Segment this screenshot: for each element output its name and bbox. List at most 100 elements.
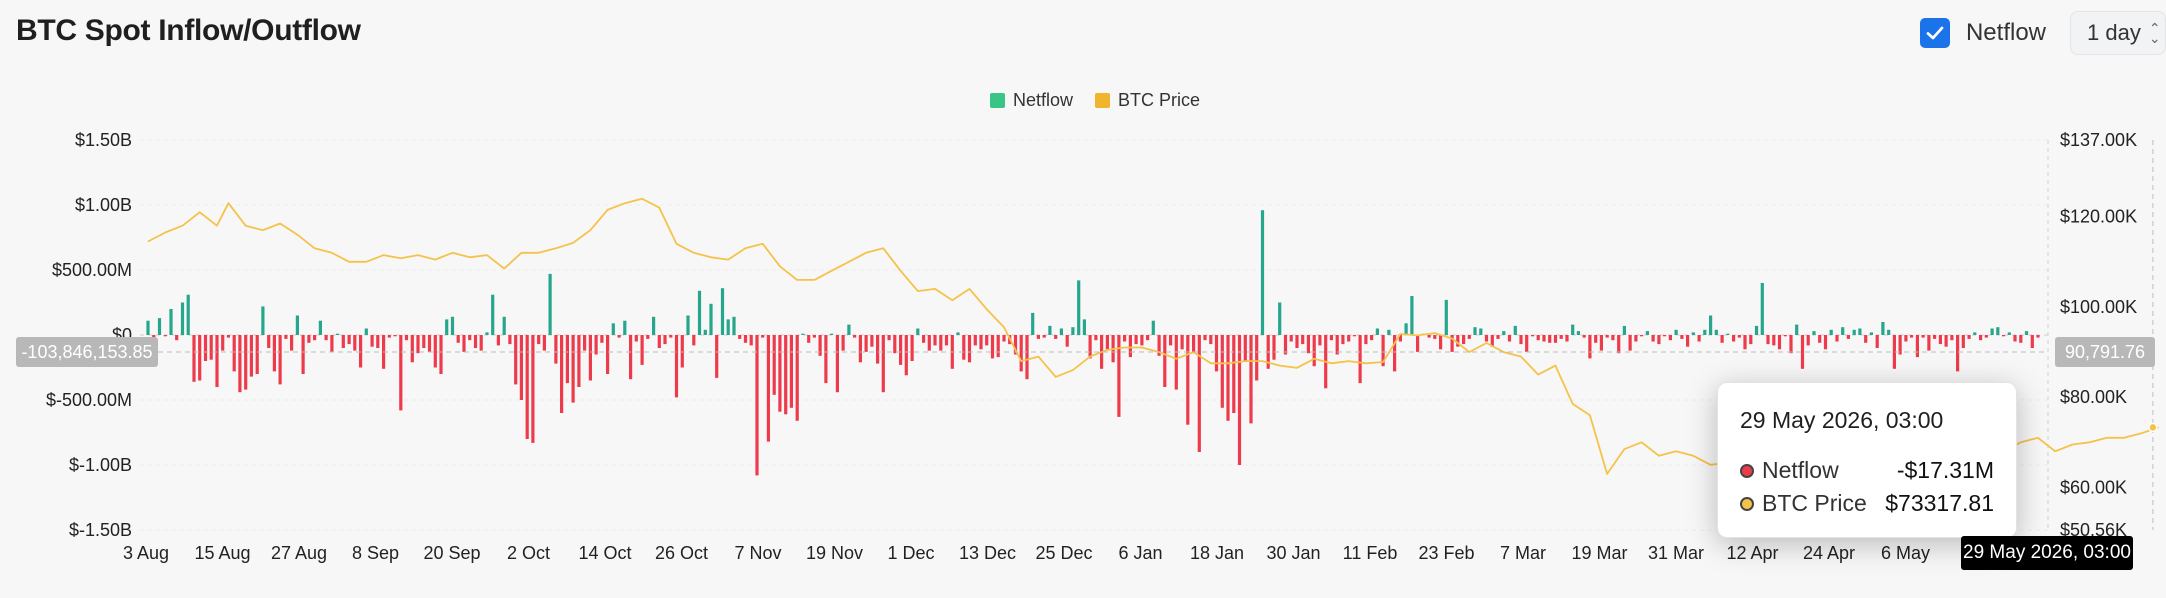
netflow-bar[interactable] <box>1335 335 1339 355</box>
netflow-bar[interactable] <box>347 335 351 345</box>
netflow-bar[interactable] <box>2024 331 2029 335</box>
netflow-bar[interactable] <box>565 335 569 384</box>
netflow-bar[interactable] <box>186 294 190 335</box>
netflow-bar[interactable] <box>726 319 730 335</box>
netflow-bar[interactable] <box>1048 325 1052 335</box>
netflow-bar[interactable] <box>1031 312 1035 335</box>
netflow-bar[interactable] <box>1203 335 1207 341</box>
netflow-bar[interactable] <box>1881 322 1885 335</box>
netflow-bar[interactable] <box>1680 335 1684 339</box>
netflow-bar[interactable] <box>1209 335 1213 345</box>
netflow-bar[interactable] <box>341 335 345 348</box>
netflow-bar[interactable] <box>1841 327 1845 335</box>
netflow-bar[interactable] <box>761 335 765 338</box>
netflow-bar[interactable] <box>318 320 322 335</box>
netflow-bar[interactable] <box>1427 335 1431 338</box>
netflow-bar[interactable] <box>629 335 633 380</box>
netflow-bar[interactable] <box>1214 335 1219 372</box>
netflow-bar[interactable] <box>1979 335 1983 341</box>
netflow-bar[interactable] <box>985 335 989 346</box>
netflow-bar[interactable] <box>1128 335 1132 358</box>
netflow-bar[interactable] <box>1858 328 1862 336</box>
netflow-bar[interactable] <box>1553 335 1558 343</box>
netflow-bar[interactable] <box>1915 335 1919 358</box>
netflow-bar[interactable] <box>692 335 696 346</box>
netflow-bar[interactable] <box>1192 335 1196 354</box>
netflow-bar[interactable] <box>1220 335 1224 408</box>
netflow-bar[interactable] <box>1071 327 1075 335</box>
netflow-bar[interactable] <box>473 335 478 348</box>
netflow-bar[interactable] <box>1381 335 1385 367</box>
netflow-bar[interactable] <box>801 333 805 335</box>
netflow-bar[interactable] <box>1697 335 1701 342</box>
netflow-bar[interactable] <box>1594 335 1598 343</box>
netflow-bar[interactable] <box>1674 329 1678 335</box>
netflow-bar[interactable] <box>944 335 949 346</box>
netflow-bar[interactable] <box>1933 335 1937 339</box>
netflow-bar[interactable] <box>611 323 615 335</box>
netflow-bar[interactable] <box>1352 335 1356 337</box>
netflow-bar[interactable] <box>634 335 638 342</box>
netflow-bar[interactable] <box>1255 335 1259 381</box>
netflow-bar[interactable] <box>1806 335 1810 346</box>
netflow-bar[interactable] <box>508 335 512 345</box>
netflow-bar[interactable] <box>1318 335 1322 346</box>
netflow-bar[interactable] <box>674 335 679 398</box>
netflow-bar[interactable] <box>1950 335 1954 341</box>
netflow-bar[interactable] <box>416 335 420 354</box>
netflow-bar[interactable] <box>749 335 753 346</box>
netflow-bar[interactable] <box>715 335 719 378</box>
netflow-bar[interactable] <box>203 335 208 361</box>
netflow-bar[interactable] <box>1329 335 1333 341</box>
netflow-bar[interactable] <box>422 335 426 348</box>
netflow-bar[interactable] <box>669 335 673 338</box>
netflow-bar[interactable] <box>560 335 564 413</box>
netflow-bar[interactable] <box>255 335 259 374</box>
netflow-bar[interactable] <box>1921 335 1925 338</box>
netflow-bar[interactable] <box>1657 335 1661 345</box>
netflow-bar[interactable] <box>364 328 368 336</box>
netflow-bar[interactable] <box>1622 325 1626 335</box>
netflow-bar[interactable] <box>1772 335 1776 346</box>
netflow-bar[interactable] <box>1174 335 1178 390</box>
legend-label[interactable]: Netflow <box>1013 90 1074 110</box>
netflow-bar[interactable] <box>542 335 546 351</box>
netflow-bar[interactable] <box>864 335 868 352</box>
netflow-bar[interactable] <box>956 332 960 335</box>
netflow-bar[interactable] <box>1766 335 1770 345</box>
netflow-bar[interactable] <box>531 335 535 443</box>
netflow-bar[interactable] <box>1938 335 1942 345</box>
netflow-bar[interactable] <box>232 335 236 372</box>
netflow-bar[interactable] <box>359 335 363 368</box>
netflow-bar[interactable] <box>450 316 455 335</box>
netflow-bar[interactable] <box>249 335 253 377</box>
netflow-bar[interactable] <box>841 335 845 351</box>
netflow-bar[interactable] <box>1347 335 1351 342</box>
netflow-bar[interactable] <box>1370 335 1374 341</box>
netflow-bar[interactable] <box>1042 335 1046 338</box>
netflow-bar[interactable] <box>1364 335 1368 345</box>
netflow-bar[interactable] <box>1301 335 1305 345</box>
netflow-bar[interactable] <box>1232 335 1236 413</box>
netflow-bar[interactable] <box>588 335 592 381</box>
netflow-bar[interactable] <box>485 332 489 335</box>
netflow-bar[interactable] <box>1444 299 1448 335</box>
netflow-bar[interactable] <box>577 335 581 387</box>
netflow-bar[interactable] <box>990 335 995 359</box>
netflow-bar[interactable] <box>1013 335 1018 355</box>
netflow-bar[interactable] <box>652 316 656 335</box>
netflow-bar[interactable] <box>1571 324 1575 335</box>
netflow-bar[interactable] <box>922 335 926 343</box>
netflow-bar[interactable] <box>393 335 397 337</box>
netflow-bar[interactable] <box>525 335 529 439</box>
netflow-bar[interactable] <box>1019 335 1023 372</box>
netflow-bar[interactable] <box>1358 335 1362 384</box>
netflow-bar[interactable] <box>307 335 311 343</box>
netflow-bar[interactable] <box>772 335 776 395</box>
netflow-bar[interactable] <box>1416 335 1420 352</box>
netflow-bar[interactable] <box>427 335 432 352</box>
netflow-bar[interactable] <box>1565 335 1569 342</box>
netflow-bar[interactable] <box>1904 335 1908 342</box>
netflow-bar[interactable] <box>1645 331 1649 335</box>
